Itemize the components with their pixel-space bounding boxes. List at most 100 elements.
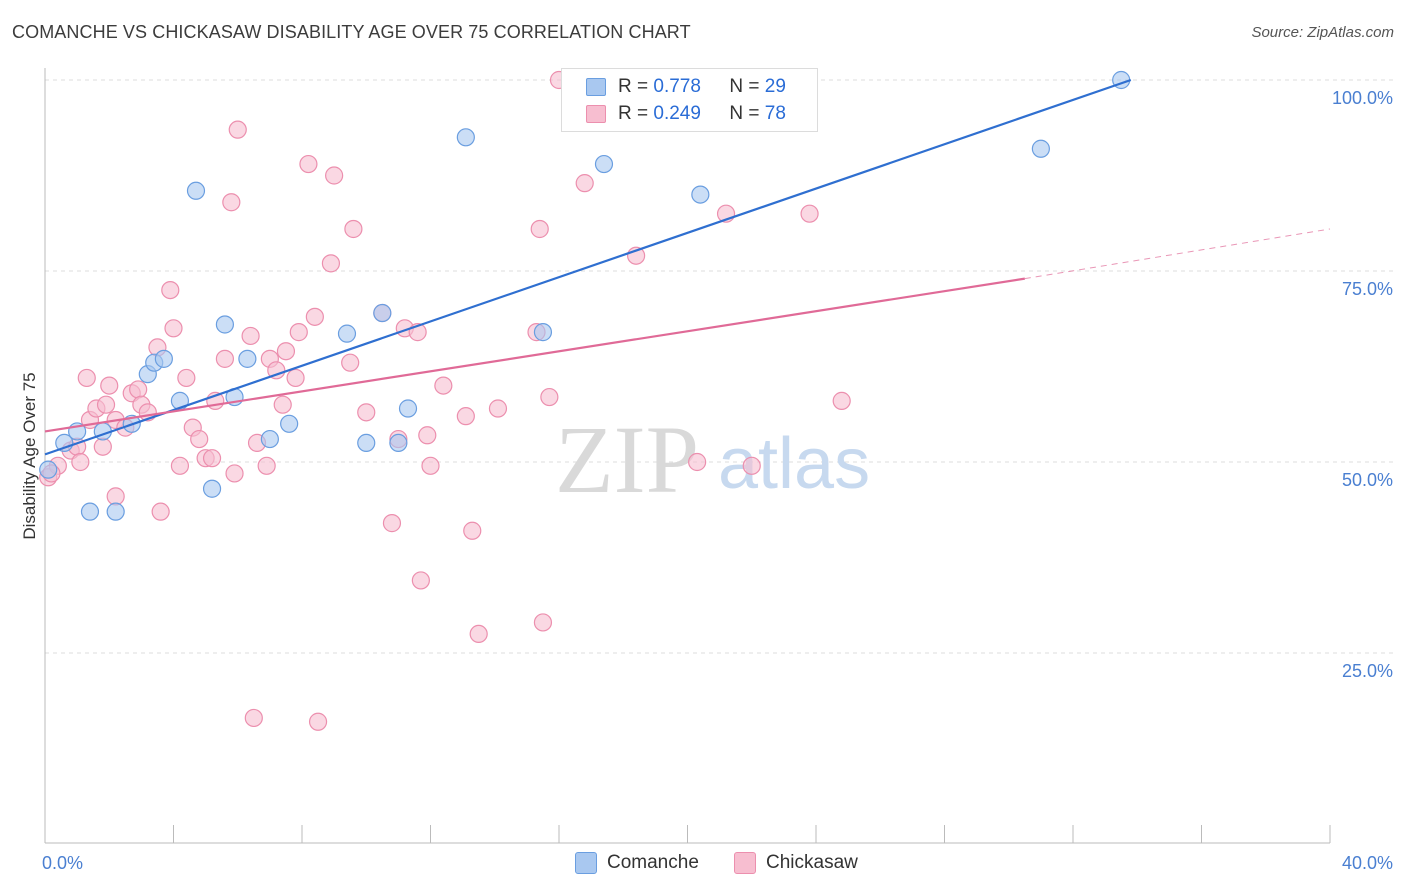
chickasaw-point bbox=[96, 395, 116, 414]
comanche-point bbox=[260, 429, 279, 449]
chickasaw-point bbox=[325, 166, 344, 185]
comanche-point bbox=[533, 323, 553, 342]
chickasaw-point bbox=[540, 387, 559, 407]
chickasaw-swatch bbox=[586, 105, 606, 123]
comanche-point bbox=[594, 154, 614, 174]
legend-n-value: 78 bbox=[764, 103, 786, 124]
chickasaw-point bbox=[469, 624, 488, 644]
comanche-point bbox=[373, 303, 392, 323]
watermark: ZIP atlas bbox=[555, 406, 870, 513]
chickasaw-point bbox=[151, 502, 170, 521]
chickasaw-point bbox=[308, 712, 328, 731]
comanche-point bbox=[39, 460, 58, 479]
watermark-atlas: atlas bbox=[718, 424, 870, 504]
x-tick-label: 0.0% bbox=[42, 853, 83, 873]
comanche-point bbox=[389, 433, 408, 452]
chickasaw-point bbox=[530, 219, 549, 239]
chickasaw-point bbox=[93, 437, 112, 456]
chickasaw-point bbox=[321, 254, 341, 273]
chickasaw-point bbox=[832, 391, 851, 410]
comanche-swatch bbox=[586, 78, 606, 96]
legend-r-label: R = bbox=[618, 76, 649, 97]
chickasaw-point bbox=[71, 452, 90, 472]
chickasaw-point bbox=[456, 407, 475, 426]
legend-item-comanche: Comanche bbox=[575, 852, 699, 874]
chickasaw-point bbox=[177, 368, 196, 388]
chickasaw-point bbox=[244, 708, 263, 728]
chickasaw-point bbox=[344, 219, 363, 239]
comanche-point bbox=[202, 479, 222, 498]
chickasaw-point bbox=[533, 613, 553, 632]
comanche-point bbox=[398, 399, 418, 418]
chickasaw-point bbox=[129, 380, 148, 399]
comanche-point bbox=[280, 414, 299, 433]
chickasaw-point bbox=[305, 307, 324, 326]
legend-n-label: N = bbox=[729, 103, 760, 124]
x-tick-label: 40.0% bbox=[1342, 853, 1393, 873]
y-tick-label: 25.0% bbox=[1342, 661, 1393, 681]
chart-title: COMANCHE VS CHICKASAW DISABILITY AGE OVE… bbox=[12, 22, 691, 42]
chickasaw-trend-line bbox=[44, 277, 1025, 433]
trend-lines bbox=[44, 78, 1331, 456]
chickasaw-point bbox=[164, 319, 183, 338]
legend-item-chickasaw: Chickasaw bbox=[734, 852, 858, 874]
comanche-point bbox=[186, 181, 206, 200]
comanche-legend-swatch bbox=[575, 852, 597, 874]
chickasaw-point bbox=[161, 281, 180, 300]
chickasaw-point bbox=[688, 452, 707, 472]
chickasaw-trend-extension bbox=[1024, 228, 1331, 280]
legend-row-chickasaw: R = 0.249 N = 78 bbox=[586, 102, 786, 126]
comanche-point bbox=[456, 128, 475, 147]
legend-r-value: 0.249 bbox=[653, 103, 701, 124]
chickasaw-point bbox=[286, 368, 305, 388]
chickasaw-point bbox=[276, 342, 296, 361]
comanche-points bbox=[39, 70, 1131, 521]
chickasaw-point bbox=[299, 154, 318, 174]
y-tick-label: 100.0% bbox=[1332, 88, 1393, 108]
chickasaw-points bbox=[39, 70, 851, 731]
comanche-point bbox=[357, 433, 376, 452]
chickasaw-point bbox=[228, 120, 247, 139]
chickasaw-point bbox=[202, 449, 222, 468]
axes bbox=[44, 68, 1331, 844]
legend-n-value: 29 bbox=[764, 76, 786, 97]
chickasaw-point bbox=[418, 426, 437, 445]
chickasaw-point bbox=[257, 456, 276, 475]
chickasaw-point bbox=[800, 204, 819, 223]
chickasaw-point bbox=[170, 456, 190, 475]
comanche-point bbox=[691, 185, 710, 204]
chickasaw-point bbox=[434, 376, 453, 395]
comanche-point bbox=[238, 349, 257, 368]
chickasaw-point bbox=[215, 349, 234, 368]
chickasaw-point bbox=[341, 353, 360, 372]
watermark-zip: ZIP bbox=[555, 406, 699, 513]
chickasaw-point bbox=[382, 514, 402, 533]
chickasaw-point bbox=[357, 403, 376, 422]
legend-label-chickasaw: Chickasaw bbox=[766, 852, 858, 873]
chickasaw-point bbox=[463, 521, 482, 540]
chickasaw-point bbox=[267, 361, 286, 380]
comanche-point bbox=[1031, 139, 1050, 158]
chickasaw-point bbox=[575, 174, 594, 193]
chickasaw-point bbox=[273, 395, 292, 414]
chickasaw-point bbox=[77, 368, 96, 388]
comanche-point bbox=[106, 502, 125, 521]
chickasaw-point bbox=[106, 487, 125, 506]
comanche-point bbox=[215, 315, 234, 334]
legend-r-label: R = bbox=[618, 103, 649, 124]
chickasaw-point bbox=[241, 326, 260, 346]
chickasaw-point bbox=[421, 456, 440, 475]
y-axis-title: Disability Age Over 75 bbox=[20, 372, 39, 539]
source-credit: Source: ZipAtlas.com bbox=[1251, 24, 1394, 41]
chickasaw-point bbox=[742, 456, 761, 475]
series-legend: Comanche Chickasaw bbox=[0, 852, 1406, 878]
chickasaw-point bbox=[411, 571, 430, 590]
legend-row-comanche: R = 0.778 N = 29 bbox=[586, 75, 786, 99]
chickasaw-point bbox=[488, 399, 508, 418]
legend-label-comanche: Comanche bbox=[607, 852, 699, 873]
comanche-point bbox=[154, 349, 173, 368]
chickasaw-point bbox=[190, 429, 209, 449]
correlation-legend: R = 0.778 N = 29 R = 0.249 N = 78 bbox=[561, 68, 818, 132]
comanche-trend-line bbox=[44, 78, 1132, 456]
legend-n-label: N = bbox=[729, 76, 760, 97]
